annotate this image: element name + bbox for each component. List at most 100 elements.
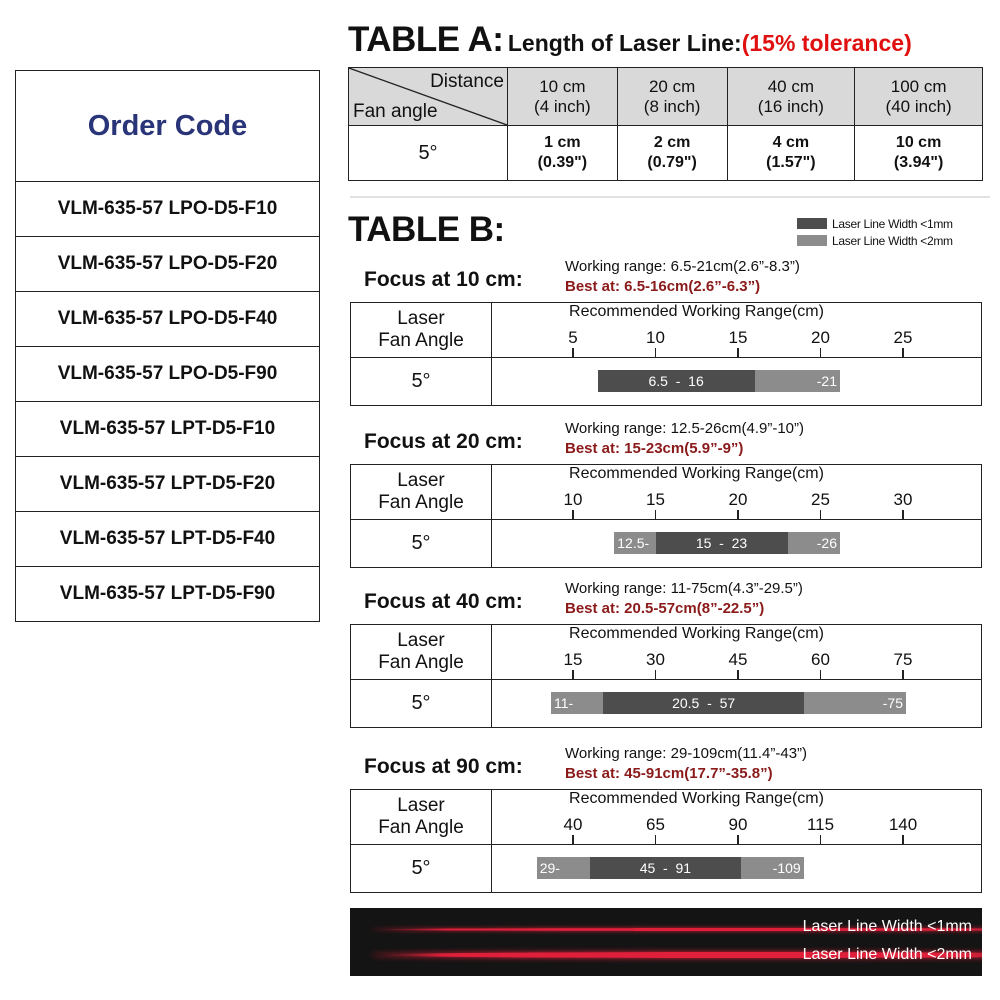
axis-tick: 115 [801,815,841,844]
working-range: Working range: 11-75cm(4.3”-29.5”) [565,580,803,597]
working-range: Working range: 29-109cm(11.4”-43”) [565,745,808,762]
diagonal-divider [349,68,507,125]
header-inch: (40 inch) [885,96,952,116]
focus-block: Focus at 20 cm: Working range: 12.5-26cm… [350,420,982,568]
bar-right-segment: -21 [754,370,840,392]
legend-swatch [797,235,827,246]
column-header: 10 cm (4 inch) [507,67,618,126]
tick-label: 15 [563,650,583,669]
bar-left-segment: 12.5- [614,532,659,554]
column-header: 100 cm (40 inch) [854,67,983,126]
value-inch: (0.39") [537,154,588,171]
bar-cell: 12.5- 15 - 23 -26 [492,520,981,567]
tick-mark [902,670,904,679]
tick-label: 10 [646,328,665,347]
axis-tick: 30 [883,490,923,519]
header-laser: Laser [397,470,445,491]
focus-header: Focus at 90 cm: Working range: 29-109cm(… [350,745,982,789]
legend-label: Laser Line Width <1mm [832,216,953,231]
header-fan-angle: Fan Angle [378,652,464,673]
cell: 10 cm (3.94") [854,125,983,181]
tick-label: 60 [811,650,830,669]
bar-left-segment: 29- [536,857,593,879]
column-header: 40 cm (16 inch) [726,67,856,126]
order-code-item: VLM-635-57 LPO-D5-F10 [16,182,319,237]
tick-mark [737,348,739,357]
tick-label: 15 [728,328,748,347]
tick-mark [572,835,574,844]
axis-title: Recommended Working Range(cm) [569,625,824,642]
table-a-subtitle: Length of Laser Line: [507,30,742,56]
tick-mark [819,510,822,519]
header-cm: 100 cm [890,76,947,96]
axis-cell: Recommended Working Range(cm) 10 15 20 25 30 [492,465,981,520]
focus-title: Focus at 10 cm: [364,268,523,291]
header-inch: (8 inch) [643,96,701,116]
tick-mark [654,835,657,844]
order-code-item: VLM-635-57 LPO-D5-F90 [16,347,319,402]
bar-cell: 29- 45 - 91 -109 [492,845,981,892]
working-range: Working range: 12.5-26cm(4.9”-10”) [565,420,804,437]
angle-value: 5° [351,680,492,727]
corner-distance-label: Distance [430,71,504,92]
legend-swatch [797,218,827,229]
header-fan-angle: Fan Angle [378,492,464,513]
header-cm: 10 cm [539,76,586,96]
bar-best-segment: 6.5 - 16 [597,370,755,392]
header-cm: 40 cm [767,76,815,96]
focus-block: Focus at 40 cm: Working range: 11-75cm(4… [350,580,982,728]
axis-title: Recommended Working Range(cm) [569,465,824,482]
axis-tick: 140 [883,815,923,844]
fan-angle-header: Laser Fan Angle [351,625,492,680]
tick-label: 75 [893,650,913,669]
bar-best-segment: 20.5 - 57 [603,692,804,714]
legend-item: Laser Line Width <2mm [797,232,953,249]
tick-label: 20 [728,490,748,509]
corner-fan-angle-label: Fan angle [353,101,438,122]
focus-block: Focus at 90 cm: Working range: 29-109cm(… [350,745,982,893]
legend: Laser Line Width <1mm Laser Line Width <… [797,215,953,249]
tick-label: 5 [568,328,578,347]
axis-tick: 15 [636,490,676,519]
axis-cell: Recommended Working Range(cm) 5 10 15 20 25 [492,303,981,358]
axis-tick: 90 [718,815,758,844]
header-fan-angle: Fan Angle [378,817,464,838]
order-code-item: VLM-635-57 LPT-D5-F90 [59,583,276,604]
axis-tick: 30 [636,650,676,679]
tick-label: 30 [646,650,665,669]
tick-mark [654,510,657,519]
tolerance-note: (15% tolerance) [741,30,912,56]
cell: 1 cm (0.39") [507,125,618,181]
axis-cell: Recommended Working Range(cm) 15 30 45 60 75 [492,625,981,680]
axis-tick: 10 [636,328,676,357]
focus-title: Focus at 90 cm: [364,755,523,778]
range-table: Laser Fan Angle Recommended Working Range… [350,624,982,728]
tick-mark [737,835,739,844]
laser-line-thin [370,928,982,931]
axis-cell: Recommended Working Range(cm) 40 65 90 115 14… [492,790,981,845]
fan-angle-header: Laser Fan Angle [351,790,492,845]
axis-tick: 15 [718,328,758,357]
cell: 4 cm (1.57") [726,125,856,181]
header-laser: Laser [397,308,445,329]
axis-tick: 40 [553,815,593,844]
tick-label: 40 [563,815,583,834]
working-range: Working range: 6.5-21cm(2.6”-8.3”) [565,258,800,275]
tick-mark [572,348,574,357]
best-range: Best at: 15-23cm(5.9”-9”) [565,440,744,457]
angle-value: 5° [351,845,492,892]
corner-cell: Distance Fan angle [348,67,508,126]
axis-tick: 10 [553,490,593,519]
axis-tick: 60 [801,650,841,679]
tick-mark [737,510,739,519]
range-table: Laser Fan Angle Recommended Working Range… [350,789,982,893]
tick-mark [819,670,822,679]
order-code-item: VLM-635-57 LPT-D5-F10 [16,402,319,457]
header-cm: 20 cm [648,76,696,96]
header-laser: Laser [397,630,445,651]
axis-tick: 5 [553,328,593,357]
fan-angle-header: Laser Fan Angle [351,465,492,520]
tick-label: 25 [811,490,830,509]
order-code-item: VLM-635-57 LPO-D5-F20 [16,237,319,292]
tick-label: 25 [893,328,913,347]
